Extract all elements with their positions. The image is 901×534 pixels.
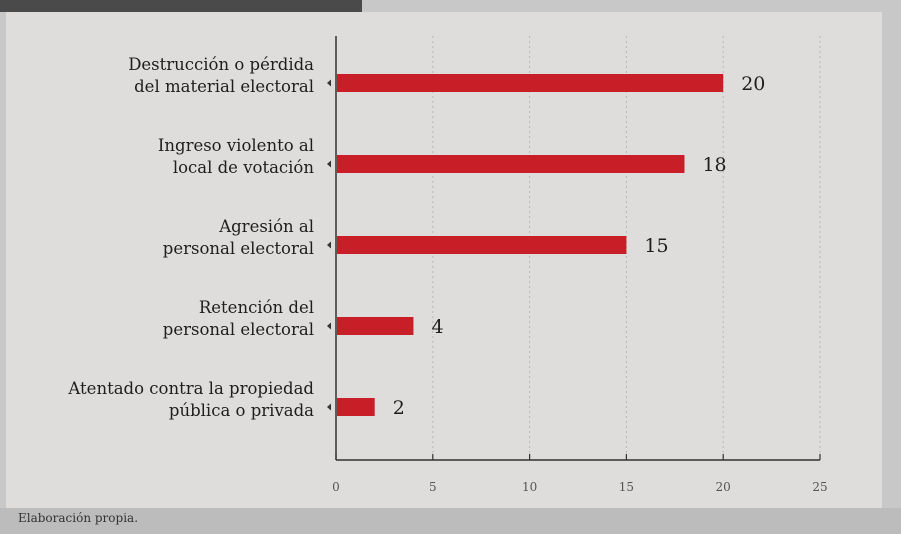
value-label-1: 18 bbox=[702, 154, 726, 176]
row-marker-2 bbox=[327, 241, 331, 249]
bar-1 bbox=[337, 155, 685, 173]
bar-3 bbox=[337, 317, 414, 335]
category-label-4-0: Atentado contra la propiedad bbox=[67, 379, 314, 398]
value-label-0: 20 bbox=[741, 73, 765, 95]
category-label-4-1: pública o privada bbox=[169, 401, 314, 420]
bar-4 bbox=[337, 398, 375, 416]
x-tick-label-5: 25 bbox=[812, 480, 827, 494]
category-label-3-0: Retención del bbox=[199, 298, 314, 317]
footer-band bbox=[0, 508, 901, 534]
row-marker-3 bbox=[327, 322, 331, 330]
category-label-1-0: Ingreso violento al bbox=[158, 136, 314, 155]
value-label-3: 4 bbox=[431, 316, 443, 338]
x-tick-label-0: 0 bbox=[332, 480, 340, 494]
x-tick-label-4: 20 bbox=[716, 480, 731, 494]
category-label-2-1: personal electoral bbox=[163, 239, 314, 258]
x-tick-label-2: 10 bbox=[522, 480, 537, 494]
category-label-0-1: del material electoral bbox=[134, 77, 314, 96]
x-tick-label-1: 5 bbox=[429, 480, 437, 494]
row-marker-1 bbox=[327, 160, 331, 168]
bar-0 bbox=[337, 74, 724, 92]
category-label-0-0: Destrucción o pérdida bbox=[128, 55, 314, 74]
category-label-1-1: local de votación bbox=[173, 158, 315, 177]
value-label-2: 15 bbox=[644, 235, 668, 257]
category-label-3-1: personal electoral bbox=[163, 320, 314, 339]
bar-2 bbox=[337, 236, 627, 254]
row-marker-4 bbox=[327, 403, 331, 411]
header-tab bbox=[0, 0, 362, 12]
chart-panel bbox=[6, 12, 882, 508]
x-tick-label-3: 15 bbox=[619, 480, 634, 494]
category-label-2-0: Agresión al bbox=[218, 217, 314, 236]
row-marker-0 bbox=[327, 79, 331, 87]
value-label-4: 2 bbox=[393, 397, 405, 419]
source-note: Elaboración propia. bbox=[18, 511, 139, 525]
